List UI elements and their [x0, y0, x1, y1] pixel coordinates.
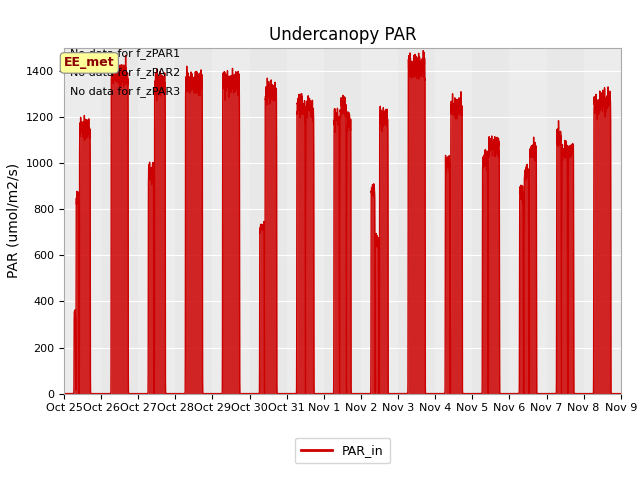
Text: No data for f_zPAR2: No data for f_zPAR2	[70, 67, 180, 78]
Text: EE_met: EE_met	[64, 57, 115, 70]
Bar	[361, 48, 398, 394]
Bar	[138, 48, 175, 394]
Bar	[435, 48, 472, 394]
Legend: PAR_in: PAR_in	[294, 438, 390, 463]
Text: No data for f_zPAR3: No data for f_zPAR3	[70, 86, 180, 97]
Bar	[64, 48, 101, 394]
Text: No data for f_zPAR1: No data for f_zPAR1	[70, 48, 180, 59]
Bar	[509, 48, 547, 394]
Y-axis label: PAR (umol/m2/s): PAR (umol/m2/s)	[6, 163, 20, 278]
Bar	[287, 48, 324, 394]
Bar	[212, 48, 250, 394]
Title: Undercanopy PAR: Undercanopy PAR	[269, 25, 416, 44]
Bar	[584, 48, 621, 394]
